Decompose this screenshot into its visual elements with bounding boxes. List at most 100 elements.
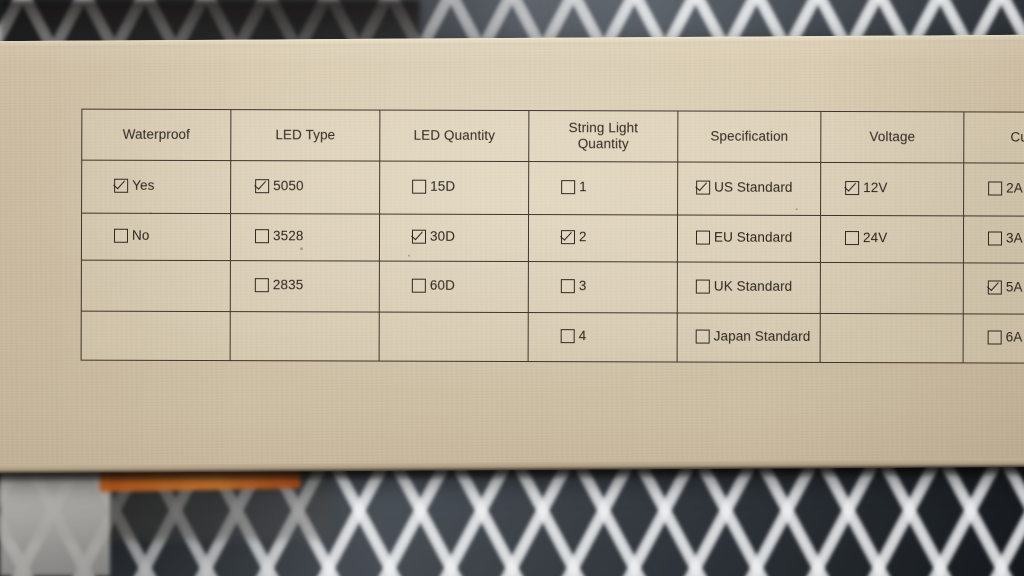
checkbox-unchecked-icon[interactable]: [695, 329, 710, 344]
option-current-5a[interactable]: 5A: [974, 280, 1023, 295]
checkbox-unchecked-icon[interactable]: [411, 278, 426, 293]
option-string-light-quantity-3[interactable]: 3: [539, 278, 587, 294]
cell-specification-uk[interactable]: UK Standard: [677, 262, 821, 314]
cell-led-quantity-15d[interactable]: 15D: [379, 161, 529, 215]
option-led-quantity-60d[interactable]: 60D: [390, 278, 455, 293]
cell-led-type-3528[interactable]: 3528: [230, 213, 380, 262]
option-label: 5A: [1005, 279, 1023, 295]
checkbox-checked-icon[interactable]: [114, 178, 129, 193]
cell-led-quantity-empty: [379, 312, 529, 362]
column-header-specification: Specification: [677, 111, 821, 163]
checkbox-unchecked-icon[interactable]: [844, 230, 860, 245]
table-row: 2835 60D 3: [81, 260, 1024, 315]
column-header-waterproof: Waterproof: [81, 109, 231, 161]
checkbox-checked-icon[interactable]: [696, 180, 711, 195]
cell-voltage-24v[interactable]: 24V: [820, 215, 964, 263]
option-label: EU Standard: [713, 229, 793, 246]
option-led-type-2835[interactable]: 2835: [241, 277, 304, 293]
checkbox-checked-icon[interactable]: [845, 180, 860, 195]
checkbox-checked-icon[interactable]: [411, 229, 427, 244]
option-specification-eu-standard[interactable]: EU Standard: [688, 230, 792, 245]
cell-led-type-empty: [230, 311, 380, 362]
table-row: Yes 5050 15D: [81, 160, 1024, 217]
option-label: 6A: [1005, 329, 1023, 345]
option-led-quantity-30d[interactable]: 30D: [390, 229, 455, 244]
option-led-type-3528[interactable]: 3528: [241, 228, 303, 244]
column-header-string-light-quantity: String Light Quantity: [528, 110, 678, 163]
option-label: 24V: [862, 230, 888, 246]
option-label: Japan Standard: [713, 328, 811, 345]
checkbox-checked-icon[interactable]: [560, 229, 576, 244]
option-label: 3: [578, 278, 587, 294]
checkbox-unchecked-icon[interactable]: [254, 228, 270, 243]
option-label: Yes: [132, 178, 155, 194]
cell-string-light-quantity-4[interactable]: 4: [528, 312, 678, 363]
option-label: 2835: [272, 277, 304, 293]
cell-specification-eu[interactable]: EU Standard: [677, 215, 821, 263]
cell-led-quantity-60d[interactable]: 60D: [379, 261, 529, 313]
checkbox-checked-icon[interactable]: [255, 178, 270, 193]
checkbox-checked-icon[interactable]: [987, 280, 1002, 295]
cell-string-light-quantity-2[interactable]: 2: [528, 214, 678, 263]
header-line-1: String Light: [568, 120, 639, 136]
table-row: 4 Japan Standard 6A: [81, 311, 1024, 364]
cell-voltage-empty: [820, 313, 964, 363]
cell-string-light-quantity-3[interactable]: 3: [528, 261, 678, 314]
cell-voltage-12v[interactable]: 12V: [820, 162, 964, 216]
cell-string-light-quantity-1[interactable]: 1: [528, 161, 678, 216]
cell-led-quantity-30d[interactable]: 30D: [379, 214, 529, 262]
cell-waterproof-yes[interactable]: Yes: [81, 160, 231, 214]
option-string-light-quantity-2[interactable]: 2: [539, 229, 587, 244]
option-led-quantity-15d[interactable]: 15D: [390, 179, 455, 194]
option-waterproof-no[interactable]: No: [92, 228, 149, 243]
option-label: 2: [578, 229, 587, 245]
option-waterproof-yes[interactable]: Yes: [92, 178, 155, 194]
checkbox-unchecked-icon[interactable]: [560, 328, 575, 343]
checkbox-unchecked-icon[interactable]: [987, 231, 1003, 246]
cell-led-type-5050[interactable]: 5050: [230, 160, 380, 215]
checkbox-unchecked-icon[interactable]: [561, 179, 576, 194]
checkbox-unchecked-icon[interactable]: [412, 179, 427, 194]
option-voltage-12v[interactable]: 12V: [831, 180, 887, 195]
cell-led-type-2835[interactable]: 2835: [230, 260, 380, 313]
option-led-type-5050[interactable]: 5050: [241, 178, 304, 194]
header-line-2: Quantity: [577, 136, 629, 152]
option-string-light-quantity-4[interactable]: 4: [539, 328, 587, 344]
spec-table-head: Waterproof LED Type LED Quantity String …: [81, 109, 1024, 164]
cell-waterproof-empty: [81, 311, 231, 361]
option-label: UK Standard: [713, 278, 793, 295]
cell-specification-japan[interactable]: Japan Standard: [677, 313, 821, 363]
option-current-6a[interactable]: 6A: [974, 329, 1023, 345]
checkbox-unchecked-icon[interactable]: [695, 279, 710, 294]
column-header-voltage: Voltage: [820, 111, 964, 163]
option-label: 30D: [429, 228, 456, 245]
option-label: 3A: [1005, 230, 1023, 246]
checkbox-unchecked-icon[interactable]: [113, 228, 129, 243]
option-label: 5050: [273, 178, 304, 194]
option-label: 2A: [1006, 180, 1023, 196]
option-label: 4: [578, 328, 587, 344]
option-string-light-quantity-1[interactable]: 1: [539, 179, 587, 194]
spec-table: Waterproof LED Type LED Quantity String …: [81, 109, 1024, 364]
checkbox-unchecked-icon[interactable]: [560, 278, 575, 293]
option-specification-uk-standard[interactable]: UK Standard: [688, 279, 792, 294]
cell-current-6a[interactable]: 6A: [963, 313, 1024, 364]
option-specification-us-standard[interactable]: US Standard: [688, 179, 793, 196]
option-specification-japan-standard[interactable]: Japan Standard: [688, 328, 811, 345]
column-header-current: Current: [963, 111, 1024, 164]
cell-specification-us[interactable]: US Standard: [677, 162, 821, 216]
cell-waterproof-no[interactable]: No: [81, 213, 231, 261]
option-current-2a[interactable]: 2A: [974, 181, 1023, 196]
option-voltage-24v[interactable]: 24V: [831, 230, 887, 245]
spec-table-body: Yes 5050 15D: [81, 160, 1024, 364]
cell-current-5a[interactable]: 5A: [963, 262, 1024, 315]
option-label: US Standard: [714, 179, 793, 196]
checkbox-unchecked-icon[interactable]: [988, 181, 1003, 196]
checkbox-unchecked-icon[interactable]: [254, 277, 269, 292]
checkbox-unchecked-icon[interactable]: [695, 230, 711, 245]
checkbox-unchecked-icon[interactable]: [987, 330, 1002, 345]
cell-current-3a[interactable]: 3A: [963, 215, 1024, 264]
cell-current-2a[interactable]: 2A: [963, 162, 1024, 217]
option-current-3a[interactable]: 3A: [974, 231, 1023, 246]
